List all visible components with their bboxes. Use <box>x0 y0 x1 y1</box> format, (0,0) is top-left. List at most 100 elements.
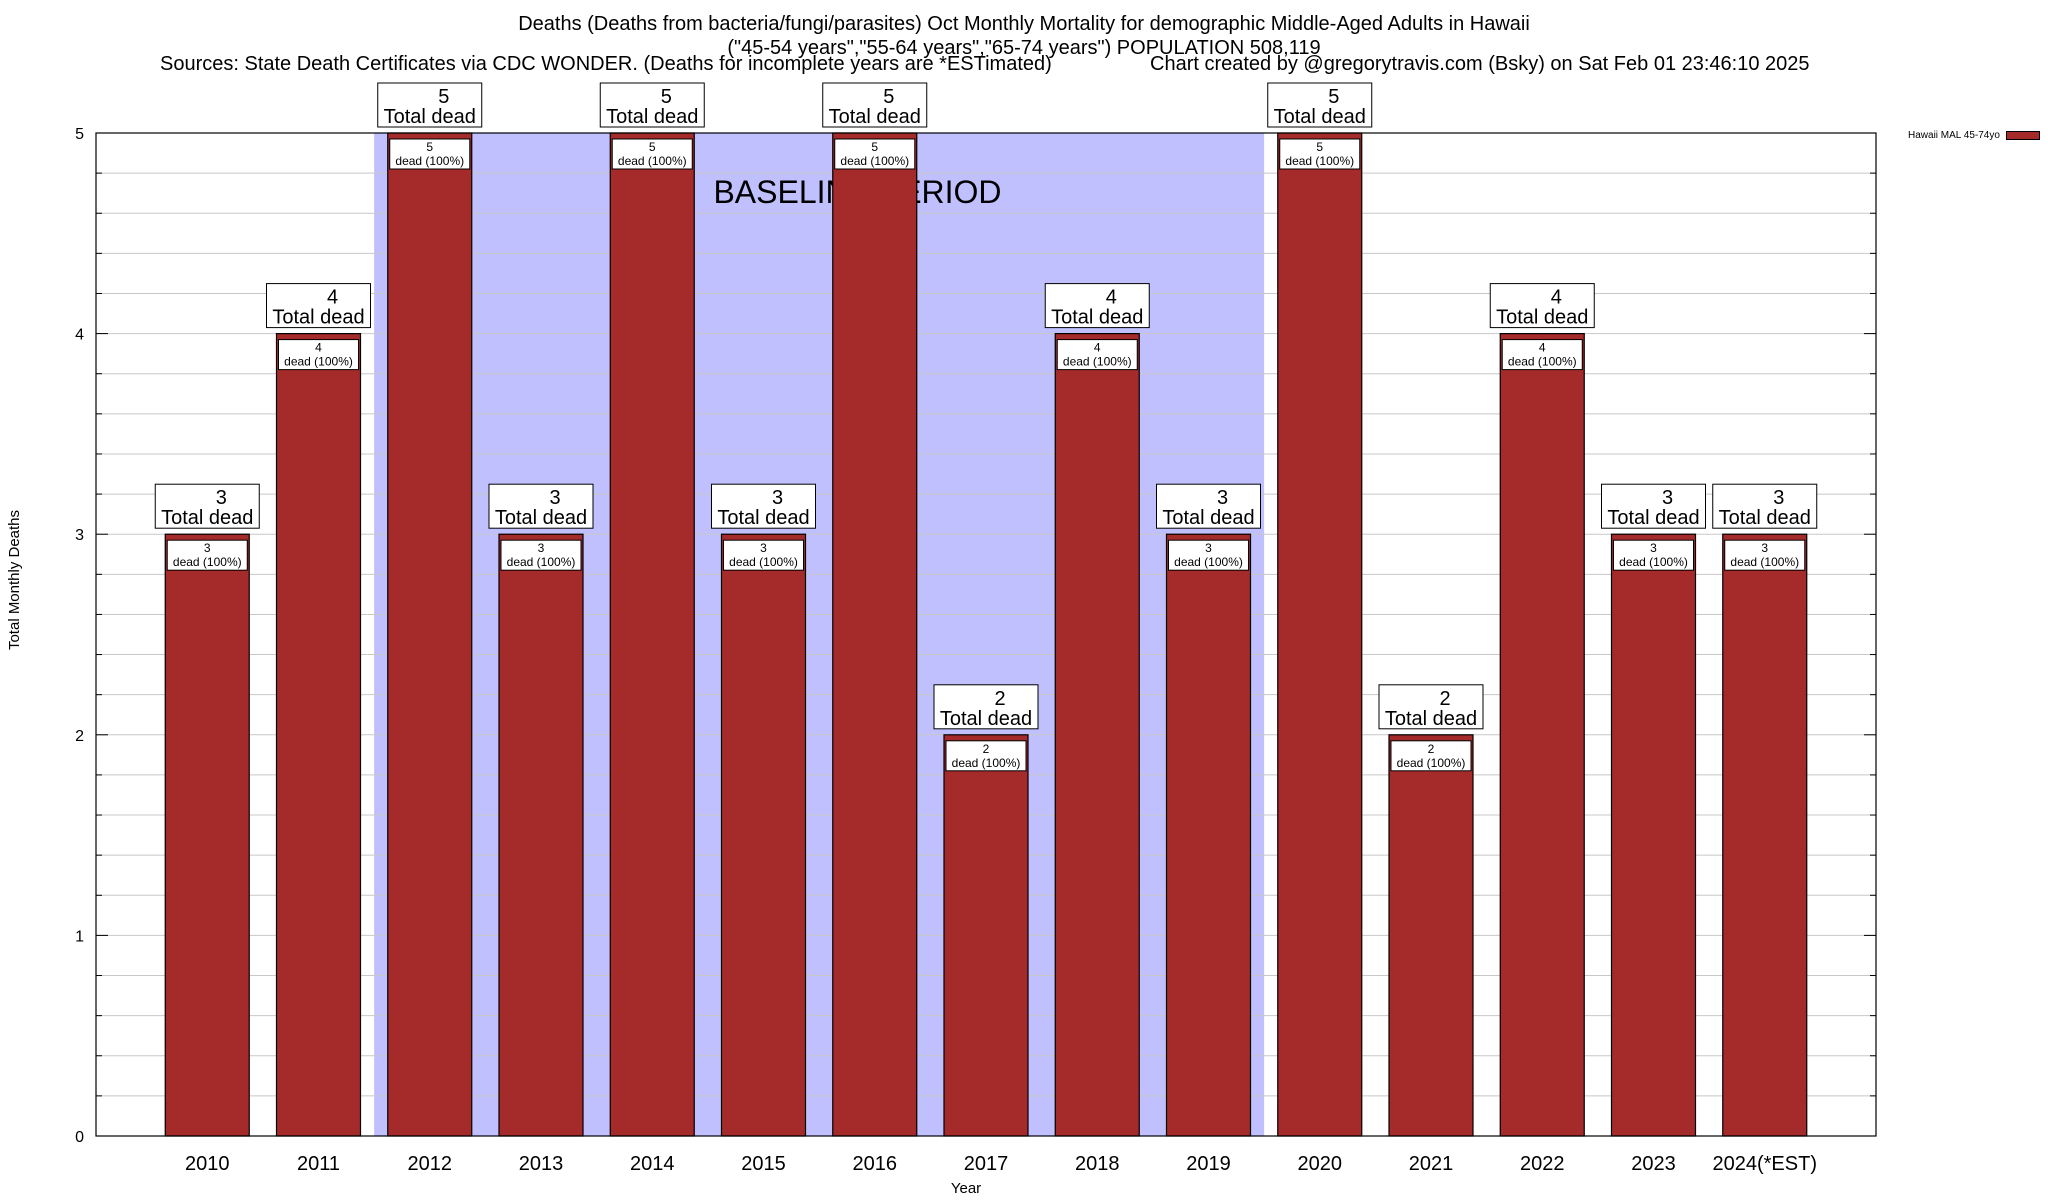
plot-frame <box>95 132 1877 1137</box>
y-axis-label-text: Total Monthly Deaths <box>6 509 23 651</box>
bar-total-label-box <box>822 82 928 128</box>
bar-total-text-label: Total dead <box>1385 708 1477 730</box>
bar-total-value-label: 5 <box>1328 86 1339 108</box>
bar-inner-value-label: 2 <box>1428 742 1435 756</box>
bar-inner-label-box <box>1168 539 1249 571</box>
bar-inner-value-label: 4 <box>1094 341 1101 355</box>
bar-inner-percent-label: dead (100%) <box>618 154 687 168</box>
bar-total-label-box <box>1712 483 1818 529</box>
bar-inner-label-box <box>1501 339 1583 371</box>
bar-inner-label-box <box>945 740 1027 772</box>
bar-total-label-box <box>154 483 260 529</box>
bar-inner-value-label: 5 <box>871 140 878 154</box>
bar-inner-value-label: 2 <box>983 742 990 756</box>
bar-total-value-label: 3 <box>772 487 783 509</box>
bar-total-label-box <box>377 82 483 128</box>
legend-swatch <box>2005 131 2040 140</box>
bar-total-value-label: 3 <box>1773 487 1784 509</box>
bar-total-label-box <box>711 483 816 529</box>
bar-total-value-label: 4 <box>1106 287 1117 309</box>
bar-inner-value-label: 3 <box>1761 541 1768 555</box>
bar-inner-value-label: 5 <box>1316 140 1323 154</box>
bar-total-text-label: Total dead <box>606 106 698 128</box>
bar <box>1165 533 1252 1137</box>
bar-total-label-box <box>1601 483 1706 529</box>
bar-total-text-label: Total dead <box>1496 307 1588 329</box>
x-tick-label: 2012 <box>408 1153 453 1175</box>
x-tick-label: 2022 <box>1520 1153 1565 1175</box>
bar-total-text-label: Total dead <box>272 307 364 329</box>
bar-inner-percent-label: dead (100%) <box>952 756 1021 770</box>
bar <box>498 533 584 1137</box>
bar-inner-percent-label: dead (100%) <box>1063 355 1132 369</box>
bar-inner-value-label: 3 <box>1650 541 1657 555</box>
bar-total-value-label: 3 <box>549 487 560 509</box>
bar-inner-label-box <box>1390 740 1472 772</box>
x-tick-label: 2020 <box>1298 1153 1343 1175</box>
bar-total-text-label: Total dead <box>495 507 587 529</box>
bar-total-text-label: Total dead <box>717 507 809 529</box>
bar-inner-percent-label: dead (100%) <box>395 154 464 168</box>
chart-title: Deaths (Deaths from bacteria/fungi/paras… <box>0 12 2048 60</box>
bar-total-label-box <box>599 82 705 128</box>
x-tick-label: 2021 <box>1409 1153 1454 1175</box>
bar-inner-percent-label: dead (100%) <box>1397 756 1466 770</box>
x-tick-label: 2014 <box>630 1153 675 1175</box>
bar-total-text-label: Total dead <box>1719 507 1811 529</box>
bar-total-label-box <box>1489 283 1595 329</box>
bar <box>1388 734 1474 1137</box>
bar-total-value-label: 3 <box>1217 487 1228 509</box>
bar-total-value-label: 4 <box>327 287 338 309</box>
bar-inner-value-label: 3 <box>538 541 545 555</box>
bar-inner-label-box <box>278 339 359 371</box>
bar-inner-percent-label: dead (100%) <box>1508 355 1577 369</box>
bar-inner-percent-label: dead (100%) <box>1619 555 1688 569</box>
bar-total-text-label: Total dead <box>161 507 253 529</box>
bar-total-text-label: Total dead <box>1051 307 1143 329</box>
bar-inner-label-box <box>834 138 916 170</box>
bar-inner-label-box <box>389 138 471 170</box>
bar-inner-percent-label: dead (100%) <box>840 154 909 168</box>
bar <box>387 132 473 1137</box>
y-tick-label: 4 <box>75 327 84 344</box>
bar-total-label-box <box>1267 82 1373 128</box>
bar-total-text-label: Total dead <box>1607 507 1699 529</box>
bar-total-label-box <box>1044 283 1150 329</box>
bar-inner-value-label: 3 <box>204 541 211 555</box>
bar-inner-value-label: 5 <box>649 140 656 154</box>
bar-total-value-label: 2 <box>994 688 1005 710</box>
bar-inner-percent-label: dead (100%) <box>507 555 576 569</box>
bar <box>1277 132 1363 1137</box>
bar-inner-value-label: 4 <box>1539 341 1546 355</box>
bar-total-label-box <box>933 684 1039 730</box>
bar-total-value-label: 4 <box>1551 287 1562 309</box>
bar <box>164 533 250 1137</box>
bar-inner-percent-label: dead (100%) <box>173 555 242 569</box>
bar-inner-value-label: 3 <box>760 541 767 555</box>
bar-inner-value-label: 5 <box>426 140 433 154</box>
x-tick-label: 2018 <box>1075 1153 1120 1175</box>
bar-inner-label-box <box>1056 339 1138 371</box>
credit-note: Chart created by @gregorytravis.com (Bsk… <box>1150 53 1810 75</box>
y-tick-label: 2 <box>75 728 84 745</box>
bar-total-label-box <box>1156 483 1261 529</box>
y-tick-label: 1 <box>75 928 84 945</box>
x-tick-label: 2011 <box>297 1153 340 1175</box>
x-tick-label: 2016 <box>853 1153 898 1175</box>
y-tick-label: 5 <box>75 126 84 143</box>
x-tick-label: 2023 <box>1631 1153 1676 1175</box>
bar <box>943 734 1029 1137</box>
bar-inner-percent-label: dead (100%) <box>284 355 353 369</box>
legend-label: Hawaii MAL 45-74yo <box>1908 130 2000 141</box>
bar <box>832 132 918 1137</box>
bar <box>1722 533 1808 1137</box>
bar-total-text-label: Total dead <box>384 106 476 128</box>
bar-total-label-box <box>488 483 594 529</box>
bar-total-text-label: Total dead <box>829 106 921 128</box>
bar-total-label-box <box>1378 684 1484 730</box>
bar-inner-label-box <box>500 539 582 571</box>
bar-inner-percent-label: dead (100%) <box>729 555 798 569</box>
x-axis-label: Year <box>950 1180 982 1197</box>
bar-inner-label-box <box>1279 138 1361 170</box>
